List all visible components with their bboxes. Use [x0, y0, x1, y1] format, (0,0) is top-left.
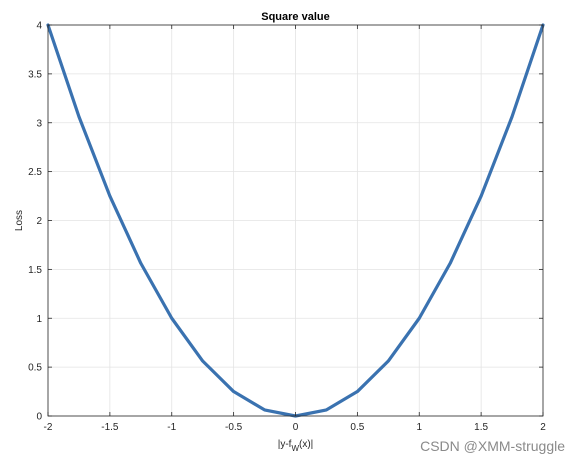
y-tick-label: 0 [36, 412, 42, 423]
y-tick-label: 3 [36, 118, 42, 129]
ticks: -2 -1.5 -1 -0.5 0 0.5 1 1.5 2 0 0.5 1 1.5 2 2.5 3 3.5 4 [28, 21, 546, 434]
y-tick-label: 0.5 [28, 363, 42, 374]
y-tick-label: 2 [36, 216, 42, 227]
x-axis-label-main: |y-f [278, 439, 292, 450]
y-tick-label: 1 [36, 314, 42, 325]
x-tick-label: -0.5 [225, 422, 243, 433]
x-tick-label: -2 [44, 422, 53, 433]
x-tick-label: 0 [293, 422, 299, 433]
y-axis-label: Loss [14, 210, 25, 231]
x-tick-label: 1 [416, 422, 422, 433]
x-tick-label: 2 [540, 422, 546, 433]
x-tick-label: 1.5 [474, 422, 488, 433]
x-tick-label: -1 [167, 422, 176, 433]
y-tick-label: 1.5 [28, 265, 42, 276]
chart-title: Square value [261, 11, 329, 23]
x-axis-label-subscript: W [291, 444, 299, 453]
y-tick-label: 4 [36, 21, 42, 32]
x-tick-label: 0.5 [350, 422, 364, 433]
y-tick-label: 2.5 [28, 167, 42, 178]
x-tick-label: -1.5 [101, 422, 119, 433]
watermark-text: CSDN @XMM-struggle [420, 438, 565, 454]
x-axis-label-suffix: (x)| [299, 439, 313, 450]
y-tick-label: 3.5 [28, 69, 42, 80]
x-axis-label: |y-fW(x)| [278, 439, 314, 453]
